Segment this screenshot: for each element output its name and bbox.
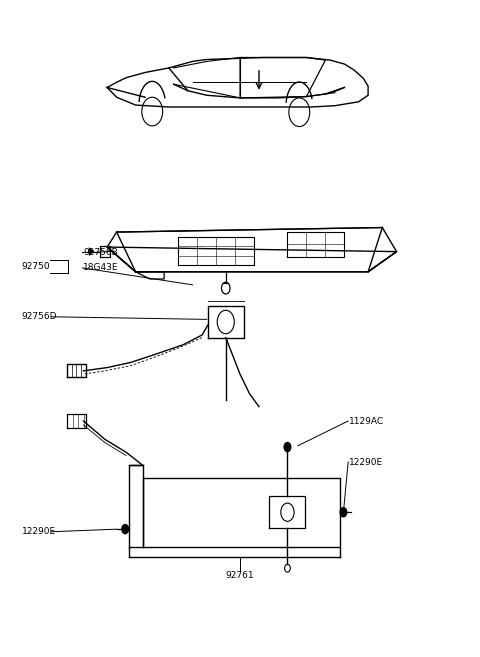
Text: 12290E: 12290E (22, 528, 56, 536)
Text: 92756B: 92756B (84, 248, 118, 257)
Text: 12290E: 12290E (349, 457, 383, 466)
Circle shape (122, 524, 129, 533)
Text: 92756D: 92756D (22, 312, 57, 321)
Circle shape (340, 508, 347, 517)
Text: 92761: 92761 (226, 571, 254, 580)
Text: 92750: 92750 (22, 262, 50, 271)
Polygon shape (89, 248, 94, 256)
Text: 1129AC: 1129AC (349, 417, 384, 426)
Text: 18G43E: 18G43E (84, 263, 119, 273)
Circle shape (284, 443, 291, 451)
